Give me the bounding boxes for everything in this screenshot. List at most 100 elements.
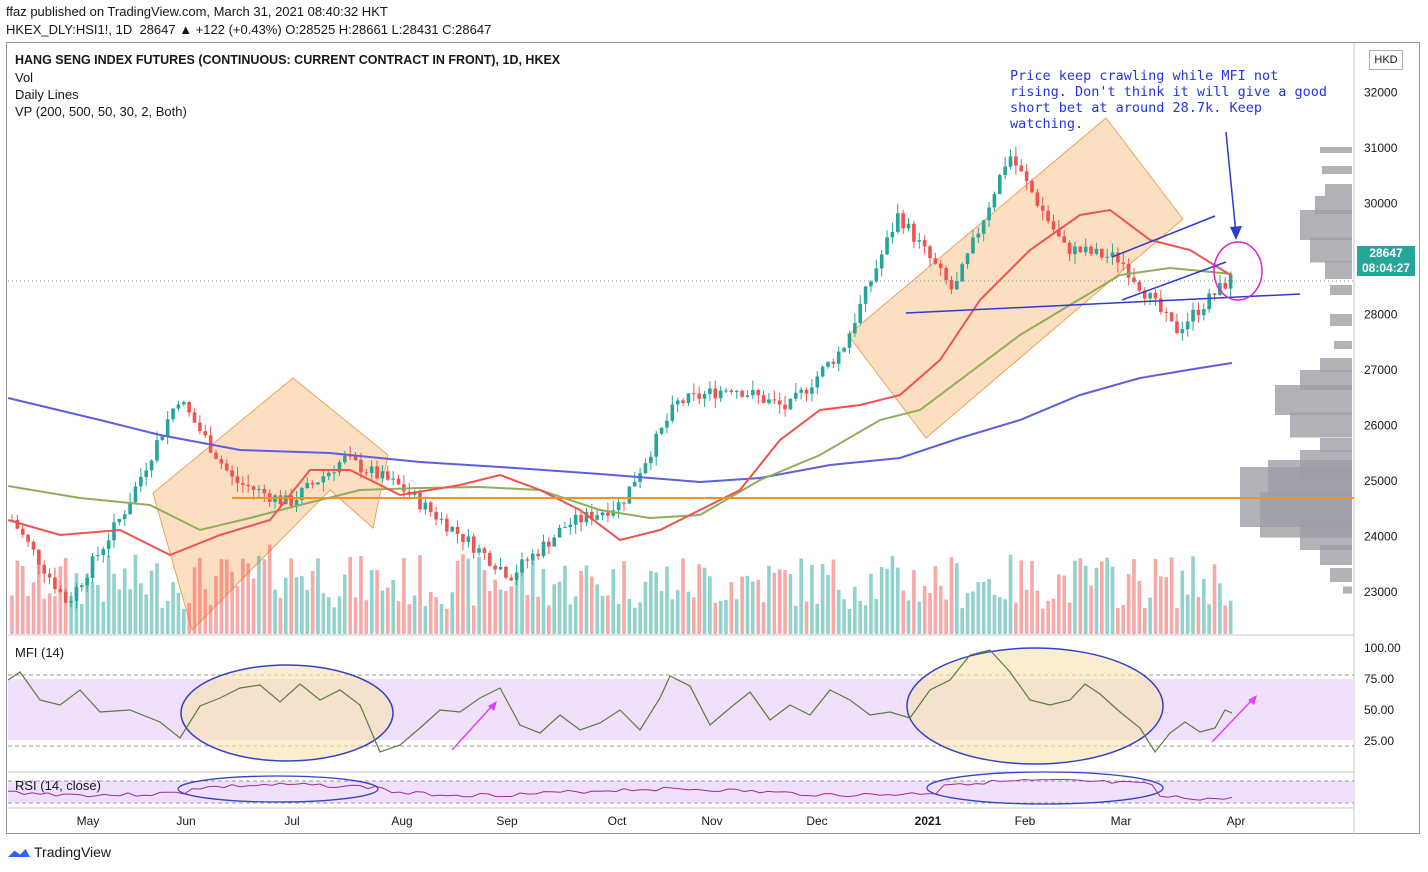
candle <box>31 540 36 556</box>
countdown-tag: 08:04:27 <box>1357 261 1415 276</box>
volume-bar <box>380 590 385 634</box>
volume-bar <box>643 581 648 634</box>
candle-body <box>810 387 814 394</box>
volume-bar <box>434 597 438 634</box>
bullish-channel-2 <box>847 117 1184 439</box>
volume-bar <box>772 572 777 634</box>
legend-vol[interactable]: Vol <box>15 70 34 85</box>
candle-body <box>15 519 20 529</box>
volume-bar <box>198 557 202 634</box>
legend-daily-lines[interactable]: Daily Lines <box>15 87 79 102</box>
candle-body <box>1148 292 1152 299</box>
volume-bar <box>826 574 830 634</box>
volume-profile-bar <box>1300 210 1352 240</box>
candle-body <box>901 213 905 229</box>
candle-body <box>1046 210 1050 222</box>
candle <box>992 191 997 212</box>
candle-body <box>187 401 191 413</box>
volume-bar <box>471 605 476 634</box>
volume-bar <box>724 599 728 634</box>
candle-body <box>418 492 422 510</box>
candle-body <box>729 390 734 392</box>
candle-body <box>1024 171 1029 181</box>
candle <box>1212 293 1217 301</box>
candle <box>842 346 846 353</box>
candle <box>310 480 315 489</box>
volume-bar <box>573 596 578 634</box>
candle-body <box>305 482 310 489</box>
candle <box>96 546 100 561</box>
volume-bar <box>793 605 798 634</box>
candle-body <box>568 524 573 528</box>
currency-label[interactable]: HKD <box>1369 50 1403 70</box>
volume-bar <box>938 585 943 634</box>
volume-bar <box>418 555 422 634</box>
volume-bar <box>901 590 905 634</box>
volume-bar <box>874 598 879 634</box>
candle <box>385 465 390 481</box>
candle-body <box>353 456 358 461</box>
volume-bar <box>58 566 63 634</box>
candle <box>745 390 750 398</box>
candle-body <box>321 476 326 483</box>
candle-body <box>380 471 385 479</box>
price-tick-label: 25000 <box>1364 474 1398 488</box>
volume-bar <box>20 566 25 634</box>
candle-body <box>1175 321 1179 334</box>
candle-body <box>396 478 401 485</box>
candle-body <box>31 541 36 550</box>
candle <box>595 508 599 521</box>
candle-body <box>343 455 347 463</box>
legend-mfi[interactable]: MFI (14) <box>15 645 65 660</box>
volume-bar <box>600 595 605 634</box>
candle <box>439 512 444 525</box>
annotation-arrowhead <box>1230 226 1242 240</box>
mfi-arrowhead <box>488 701 497 711</box>
candle <box>337 459 342 476</box>
volume-bar <box>63 558 68 634</box>
candle <box>1089 244 1093 257</box>
volume-bar <box>375 570 379 634</box>
candle-body <box>310 482 315 485</box>
volume-bar <box>1126 574 1131 634</box>
candle-body <box>278 495 283 505</box>
volume-bar <box>949 557 954 634</box>
candle-body <box>198 422 202 432</box>
candle-body <box>122 514 127 519</box>
volume-bar <box>316 558 320 634</box>
volume-bar <box>536 596 540 634</box>
volume-bar <box>369 570 374 634</box>
candle <box>922 235 927 255</box>
legend-vp[interactable]: VP (200, 500, 50, 30, 2, Both) <box>15 104 187 119</box>
volume-bar <box>557 581 562 634</box>
candle <box>450 525 455 533</box>
candle <box>20 524 25 538</box>
volume-bar <box>122 568 127 634</box>
volume-bar <box>777 569 782 634</box>
candle <box>1067 240 1072 262</box>
volume-bar <box>579 571 583 634</box>
volume-profile-bar <box>1320 147 1352 153</box>
candle-body <box>364 472 369 474</box>
candle-body <box>192 412 197 423</box>
candle-body <box>90 556 95 578</box>
candle <box>600 511 605 521</box>
candle <box>316 482 320 486</box>
candle <box>675 397 680 413</box>
volume-bar <box>445 608 449 634</box>
volume-bar <box>15 560 20 634</box>
volume-bar <box>589 576 594 634</box>
candle-body <box>466 536 471 543</box>
candle <box>708 381 712 401</box>
legend-rsi[interactable]: RSI (14, close) <box>15 778 101 793</box>
candle <box>434 506 438 526</box>
footer[interactable]: TradingView <box>8 844 111 860</box>
candle-body <box>906 223 911 229</box>
volume-bar <box>853 586 857 634</box>
volume-bar <box>133 554 138 634</box>
candle <box>246 474 251 493</box>
volume-profile-bar <box>1320 358 1352 372</box>
candle-body <box>1223 282 1228 289</box>
annotation-note: Price keep crawling while MFI not rising… <box>1010 68 1327 132</box>
